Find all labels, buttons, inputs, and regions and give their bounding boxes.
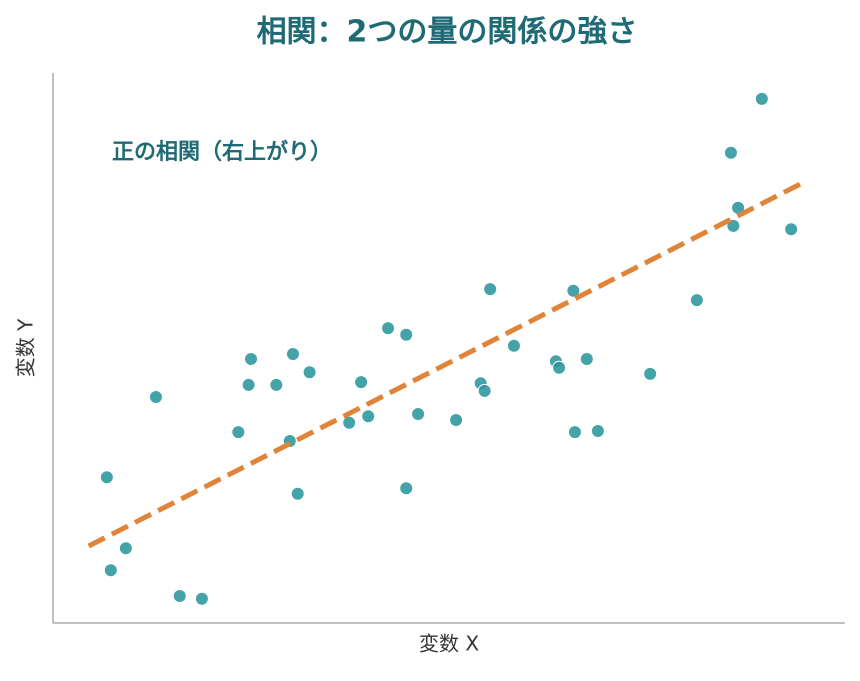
- x-axis-label: 変数 X: [419, 632, 479, 656]
- point: [269, 377, 284, 392]
- trend-line: [87, 179, 806, 549]
- point: [477, 383, 492, 398]
- y-axis-label: 変数 Y: [14, 318, 38, 377]
- point: [411, 407, 426, 421]
- point: [381, 321, 396, 336]
- point: [399, 327, 414, 342]
- point: [103, 563, 118, 578]
- annotation: 正の相関（右上がり）: [112, 139, 332, 165]
- point: [231, 425, 246, 440]
- point: [566, 283, 581, 298]
- point: [118, 541, 133, 556]
- point: [342, 415, 357, 430]
- point: [449, 413, 464, 428]
- point: [643, 366, 658, 381]
- point: [689, 293, 704, 308]
- point: [172, 589, 187, 604]
- point: [784, 222, 799, 237]
- point: [590, 424, 605, 439]
- point: [754, 91, 769, 106]
- point: [361, 409, 376, 424]
- point: [285, 347, 300, 362]
- point: [354, 375, 369, 390]
- point: [148, 389, 163, 404]
- point: [552, 360, 567, 375]
- point: [579, 352, 594, 366]
- point: [99, 470, 114, 485]
- point: [194, 591, 209, 606]
- point: [302, 365, 317, 380]
- point: [290, 486, 305, 501]
- point: [241, 377, 256, 392]
- point: [399, 481, 414, 496]
- chart-title: 相関：2つの量の関係の強さ: [257, 15, 638, 50]
- point: [483, 282, 498, 297]
- point: [244, 352, 258, 366]
- point: [567, 425, 582, 440]
- point: [726, 218, 741, 233]
- point: [723, 145, 738, 160]
- point: [506, 338, 521, 353]
